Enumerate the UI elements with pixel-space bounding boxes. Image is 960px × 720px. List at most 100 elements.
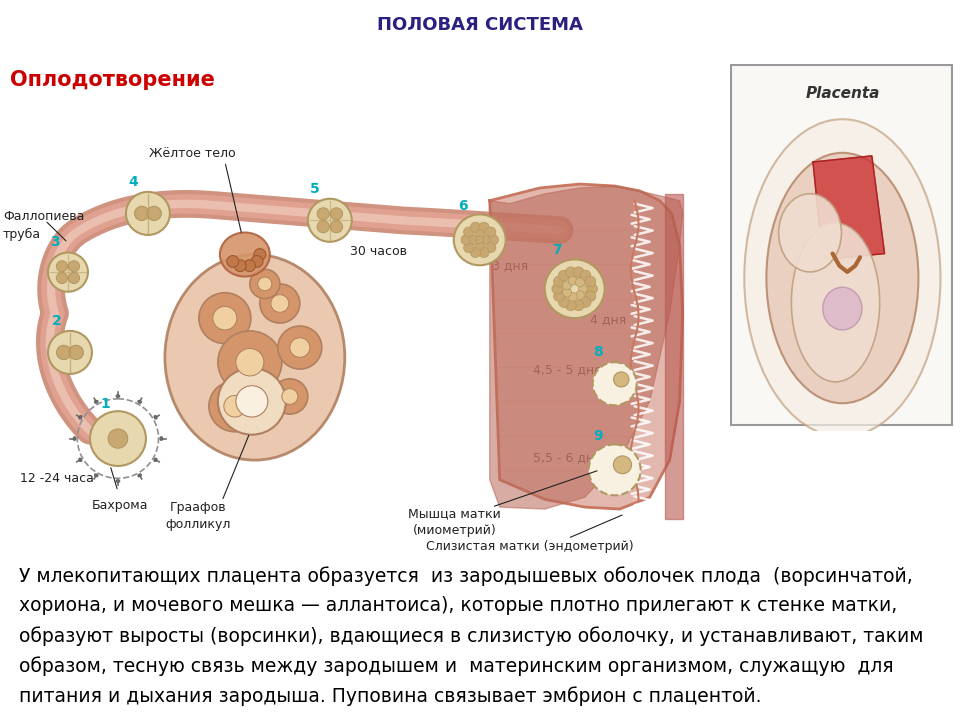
Ellipse shape [137,400,141,403]
Text: 4: 4 [129,175,138,189]
Circle shape [613,372,629,387]
Circle shape [481,235,491,244]
Circle shape [563,288,571,297]
Circle shape [271,294,289,312]
Polygon shape [490,186,683,509]
FancyBboxPatch shape [731,66,952,425]
Text: 5,5 - 6 дней: 5,5 - 6 дней [533,452,610,465]
Text: 6: 6 [458,199,468,213]
Text: Оплодотворение: Оплодотворение [10,71,215,91]
Circle shape [575,278,585,287]
Circle shape [317,221,329,233]
Circle shape [68,273,80,284]
Text: 3 дня: 3 дня [492,259,528,272]
Circle shape [126,192,170,235]
Ellipse shape [154,415,157,419]
Circle shape [330,208,343,220]
Ellipse shape [116,480,120,482]
Circle shape [68,261,80,271]
Ellipse shape [823,287,862,330]
Text: Жёлтое тело: Жёлтое тело [149,147,235,160]
Circle shape [544,259,605,318]
Circle shape [565,267,576,277]
Text: 5: 5 [310,181,320,196]
Text: 1: 1 [100,397,110,411]
Text: У млекопитающих плацента образуется  из зародышевых оболочек плода  (ворсинчатой: У млекопитающих плацента образуется из з… [19,566,913,586]
Circle shape [90,411,146,466]
Circle shape [48,331,92,374]
Text: Мышца матки
(миометрий): Мышца матки (миометрий) [408,507,501,537]
Text: Граафов
фолликул: Граафов фолликул [165,501,230,531]
Ellipse shape [165,255,345,460]
Circle shape [486,227,496,237]
Ellipse shape [116,395,120,397]
Circle shape [573,300,584,311]
Circle shape [469,235,479,244]
Circle shape [224,395,246,417]
Circle shape [552,284,563,294]
Circle shape [282,389,298,405]
Ellipse shape [94,400,98,403]
Polygon shape [490,184,683,509]
Circle shape [588,444,640,495]
Circle shape [585,291,596,302]
Circle shape [580,297,591,307]
Circle shape [554,276,564,287]
Text: питания и дыхания зародыша. Пуповина связывает эмбрион с плацентой.: питания и дыхания зародыша. Пуповина свя… [19,686,761,706]
Ellipse shape [79,415,82,419]
Circle shape [199,293,251,343]
Text: Слизистая матки (эндометрий): Слизистая матки (эндометрий) [426,541,634,554]
Circle shape [479,222,489,233]
Ellipse shape [73,436,76,441]
Text: образом, тесную связь между зародышем и  материнским организмом, служащую  для: образом, тесную связь между зародышем и … [19,656,894,675]
Circle shape [244,260,255,271]
Circle shape [476,236,484,243]
Circle shape [250,269,280,299]
Circle shape [57,273,67,284]
Circle shape [57,346,71,359]
Circle shape [464,227,474,237]
Circle shape [475,230,485,239]
Ellipse shape [154,458,157,462]
Circle shape [486,243,496,253]
Text: 3: 3 [50,235,60,248]
Circle shape [277,326,322,369]
Circle shape [236,348,264,376]
Text: 12 -24 часа: 12 -24 часа [20,472,94,485]
Polygon shape [813,156,884,260]
Circle shape [565,300,576,311]
Circle shape [475,241,485,250]
Circle shape [234,260,246,271]
Text: хориона, и мочевого мешка — аллантоиса), которые плотно прилегают к стенке матки: хориона, и мочевого мешка — аллантоиса),… [19,596,898,615]
Circle shape [568,276,577,285]
Circle shape [488,235,498,245]
Circle shape [260,284,300,323]
Circle shape [613,456,632,474]
Circle shape [57,261,67,271]
Ellipse shape [744,120,941,437]
Circle shape [147,207,161,220]
Text: 9: 9 [593,429,603,444]
Circle shape [272,379,308,414]
Circle shape [559,297,569,307]
Text: 7: 7 [552,243,562,258]
Ellipse shape [137,474,141,477]
Circle shape [461,235,471,245]
Ellipse shape [220,233,270,276]
Text: 4 дня: 4 дня [589,313,626,326]
Circle shape [454,215,506,265]
Ellipse shape [791,223,879,382]
Text: Фаллопиева
труба: Фаллопиева труба [3,210,84,240]
Circle shape [575,291,585,300]
Circle shape [213,307,237,330]
Circle shape [464,243,474,253]
Circle shape [470,248,481,258]
Text: Бахрома: Бахрома [92,499,148,512]
Circle shape [592,362,636,405]
Circle shape [568,292,577,301]
Circle shape [251,256,263,267]
Circle shape [317,208,329,220]
Circle shape [559,270,569,281]
Circle shape [585,276,596,287]
Circle shape [236,386,268,417]
